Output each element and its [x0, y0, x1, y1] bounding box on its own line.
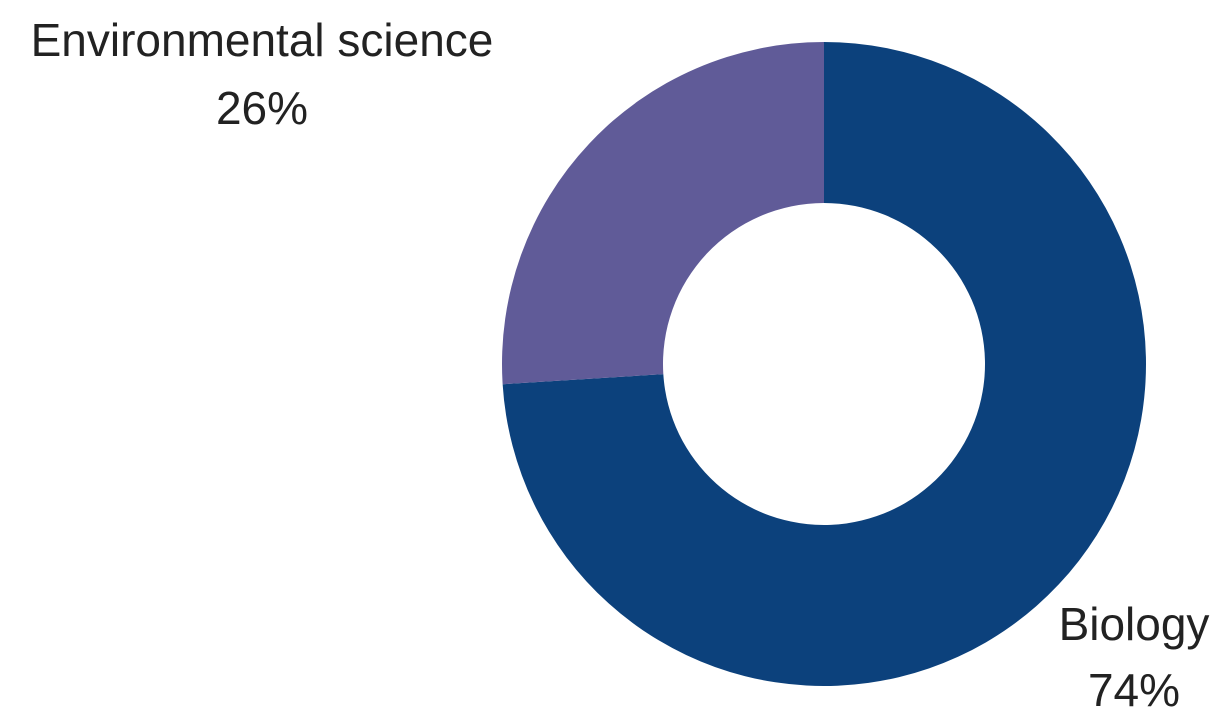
slice-percent-biology: 74% [1088, 664, 1180, 710]
slice-percent-environmental-science: 26% [216, 82, 308, 134]
slice-label-biology: Biology [1059, 598, 1210, 650]
slice-label-environmental-science: Environmental science [31, 14, 494, 66]
donut-slice-environmental-science [502, 42, 824, 384]
donut-slices [502, 42, 1146, 686]
